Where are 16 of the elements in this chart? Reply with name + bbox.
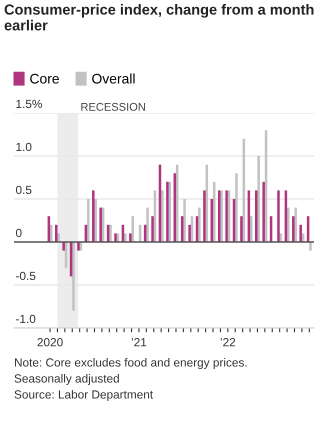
y-tick-label: -0.5 (16, 272, 36, 280)
text: Note: Core excludes food and energy prices. (14, 358, 247, 370)
y-tick-label: 0.5 (16, 186, 32, 194)
y-tick-label: -1.0 (16, 314, 36, 324)
x-tick-label: 2020 (38, 338, 63, 346)
y-tick-label: 1.0 (16, 142, 32, 152)
chart-title: Consumer-price index, change from a month earlier (4, 4, 314, 30)
source-note: Source: Labor Department (14, 390, 154, 402)
y-tick-label: 1.5% (16, 100, 42, 108)
legend-label: Overall (92, 73, 135, 84)
legend-label: Core (30, 74, 59, 84)
x-tick-label: ’21 (132, 338, 146, 346)
x-tick-label: ’22 (220, 338, 236, 346)
band-label: RECESSION (81, 102, 145, 111)
text: Seasonally adjusted (14, 374, 119, 386)
y-tick-label: 0 (16, 228, 22, 238)
